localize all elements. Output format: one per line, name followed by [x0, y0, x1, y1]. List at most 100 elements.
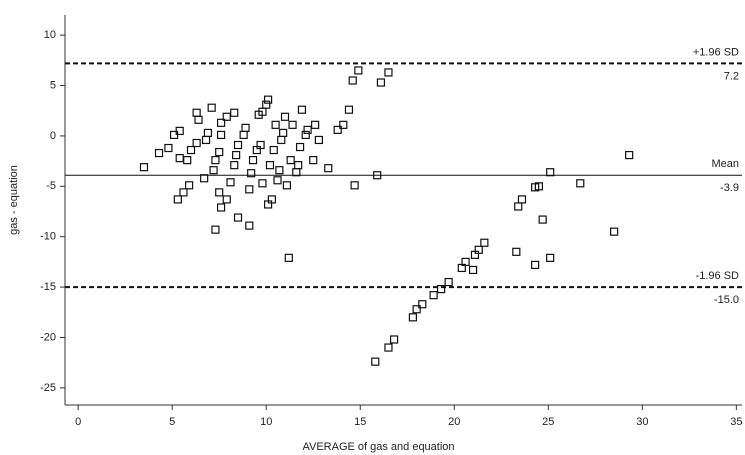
data-point — [165, 145, 172, 152]
data-point — [372, 358, 379, 365]
data-point — [250, 157, 257, 164]
data-point — [140, 164, 147, 171]
x-tick-label: 35 — [730, 416, 742, 428]
data-point — [518, 196, 525, 203]
data-point — [272, 121, 279, 128]
data-point — [577, 180, 584, 187]
data-point — [302, 131, 309, 138]
x-tick-label: 20 — [448, 416, 460, 428]
data-point — [235, 214, 242, 221]
data-point — [276, 167, 283, 174]
data-point — [287, 157, 294, 164]
data-point — [513, 248, 520, 255]
data-point — [345, 106, 352, 113]
x-tick-label: 30 — [636, 416, 648, 428]
data-point — [298, 106, 305, 113]
reference-line-name: -1.96 SD — [696, 270, 739, 282]
y-tick-label: 10 — [44, 29, 56, 41]
data-point — [293, 169, 300, 176]
data-point — [193, 109, 200, 116]
data-point — [385, 69, 392, 76]
data-point — [259, 180, 266, 187]
data-point — [216, 149, 223, 156]
y-axis-label: gas - equation — [8, 165, 20, 235]
x-tick-label: 5 — [169, 416, 175, 428]
data-point — [176, 155, 183, 162]
data-point — [377, 79, 384, 86]
data-point — [193, 139, 200, 146]
page: {"chart_data": { "type": "scatter", "x_l… — [0, 0, 745, 455]
data-point — [481, 239, 488, 246]
data-point — [611, 228, 618, 235]
data-point — [515, 203, 522, 210]
x-tick-label: 10 — [260, 416, 272, 428]
data-point — [283, 182, 290, 189]
data-point — [385, 344, 392, 351]
y-tick-label: 0 — [50, 130, 56, 142]
data-point — [310, 157, 317, 164]
data-point — [216, 189, 223, 196]
data-point — [240, 131, 247, 138]
data-point — [304, 126, 311, 133]
data-point — [242, 124, 249, 131]
data-point — [391, 336, 398, 343]
data-point — [246, 186, 253, 193]
data-point — [204, 129, 211, 136]
data-point — [409, 314, 416, 321]
data-point — [212, 157, 219, 164]
y-tick-label: -5 — [46, 180, 56, 192]
data-point — [297, 144, 304, 151]
reference-line-name: +1.96 SD — [693, 46, 739, 58]
data-point — [539, 216, 546, 223]
data-point — [265, 96, 272, 103]
data-point — [470, 266, 477, 273]
data-point — [212, 226, 219, 233]
data-point — [312, 121, 319, 128]
data-point — [355, 67, 362, 74]
data-point — [174, 196, 181, 203]
reference-line-name: Mean — [711, 158, 739, 170]
x-tick-label: 0 — [75, 416, 81, 428]
reference-line-value: -3.9 — [720, 182, 739, 194]
data-point — [351, 182, 358, 189]
data-point — [208, 104, 215, 111]
data-point — [180, 189, 187, 196]
data-point — [227, 179, 234, 186]
data-point — [349, 77, 356, 84]
data-point — [203, 136, 210, 143]
data-point — [270, 147, 277, 154]
data-point — [282, 113, 289, 120]
data-point — [218, 131, 225, 138]
data-point — [187, 147, 194, 154]
chart: -25-20-15-10-5051005101520253035AVERAGE … — [0, 0, 745, 455]
data-point — [626, 152, 633, 159]
data-point — [233, 152, 240, 159]
reference-line-value: 7.2 — [724, 70, 739, 82]
data-point — [325, 165, 332, 172]
data-point — [278, 136, 285, 143]
data-point — [295, 162, 302, 169]
data-point — [184, 157, 191, 164]
data-point — [218, 204, 225, 211]
data-point — [231, 162, 238, 169]
x-tick-label: 15 — [354, 416, 366, 428]
data-point — [285, 254, 292, 261]
data-point — [532, 261, 539, 268]
x-tick-label: 25 — [542, 416, 554, 428]
data-point — [274, 177, 281, 184]
data-point — [445, 279, 452, 286]
y-tick-label: 5 — [50, 79, 56, 91]
data-point — [315, 136, 322, 143]
data-point — [156, 150, 163, 157]
data-point — [266, 162, 273, 169]
y-tick-label: -20 — [40, 331, 56, 343]
data-point — [210, 167, 217, 174]
x-axis-label: AVERAGE of gas and equation — [302, 441, 454, 453]
data-point — [246, 222, 253, 229]
data-point — [547, 254, 554, 261]
data-point — [201, 175, 208, 182]
y-tick-label: -10 — [40, 231, 56, 243]
data-point — [263, 101, 270, 108]
data-point — [231, 109, 238, 116]
data-point — [186, 182, 193, 189]
